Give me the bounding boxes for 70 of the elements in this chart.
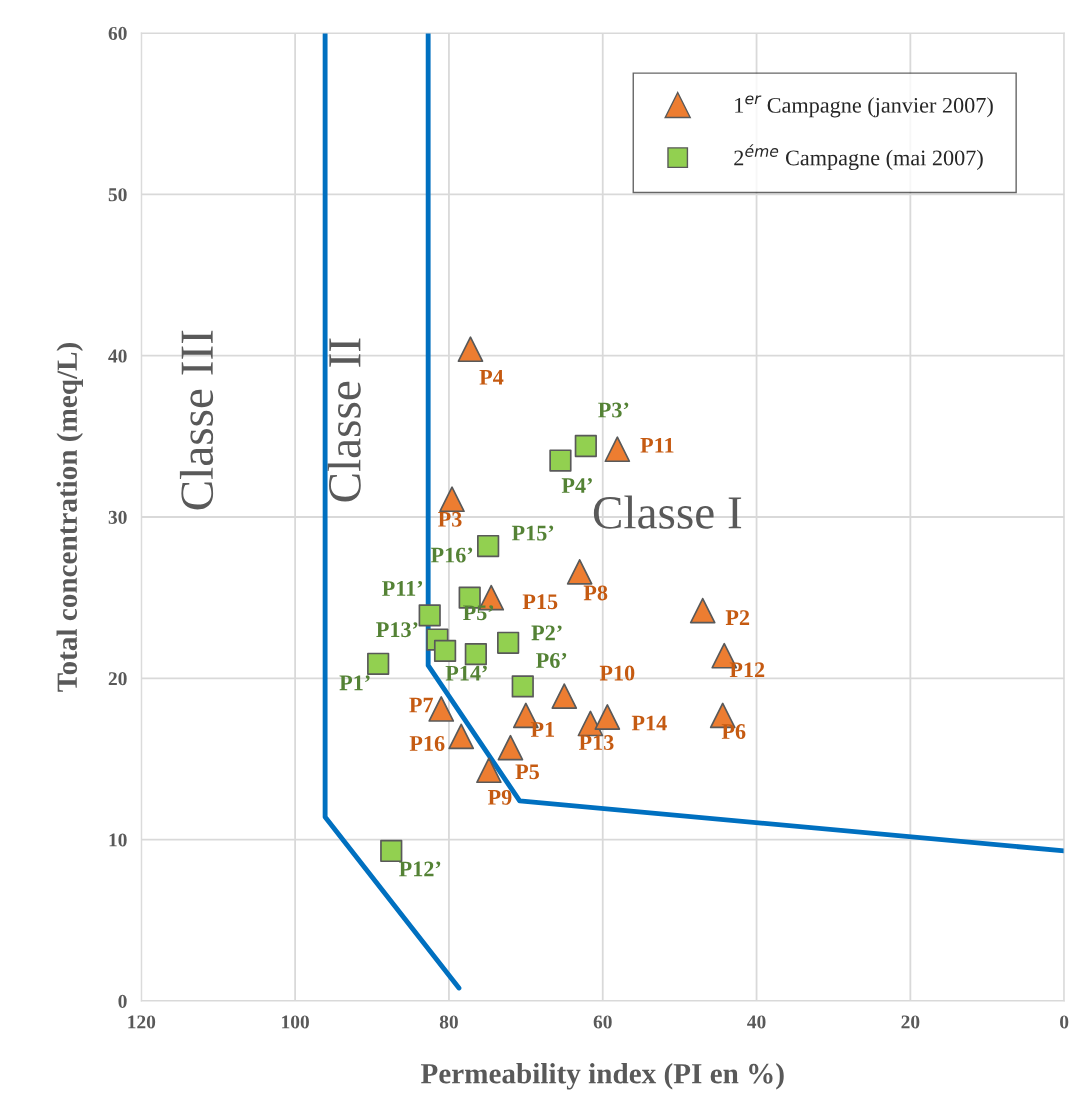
annotation: P15 [522,594,558,610]
annotation: P2 [725,610,750,625]
point [511,675,534,698]
x-tick-label: 60 [593,1015,612,1029]
annotation: P3 [438,511,462,527]
x-tick-label: 100 [282,1015,309,1029]
y-tick-label: 0 [118,994,127,1008]
annotation: P10 [599,665,635,681]
x-tick-label: 80 [439,1015,458,1029]
point [457,336,484,363]
point [497,734,524,761]
y-tick-label: 40 [108,349,127,363]
annotation: P11’ [382,580,423,596]
annotation: P13 [578,735,614,751]
annotation: P6’ [536,652,567,668]
annotation: Classe I [593,495,742,529]
annotation: P16 [409,736,445,751]
annotation: P4 [479,369,504,385]
y-tick-label: 30 [108,510,127,524]
point [418,604,441,627]
point [689,597,716,624]
x-tick-label: 40 [747,1015,766,1029]
point [577,710,604,737]
annotation: P14 [631,715,667,731]
point [477,534,500,558]
point [594,704,621,730]
point [574,434,597,458]
point [549,449,572,472]
annotation: P9 [487,789,512,805]
legend-label: 2$^{éme}$ Campagne (mai 2007) [734,144,983,171]
y-tick-label: 10 [109,833,127,847]
annotation: P5’ [463,605,494,621]
annotation: Classe II [327,338,361,502]
annotation: P6 [721,724,746,739]
y-axis-title: Total concentration (meq/L) [56,342,83,692]
annotation: P16’ [430,547,473,563]
annotation: P3’ [598,402,629,418]
legend-label: 1$^{er}$ Campagne (janvier 2007) [735,95,993,118]
point [448,723,475,750]
annotation: Classe III [179,330,214,510]
point [464,642,487,666]
point [439,486,465,513]
annotation: P12 [729,662,765,678]
annotation: P11 [640,437,674,453]
annotation: P13’ [376,622,418,638]
x-tick-label: 0 [1060,1015,1069,1029]
annotation: P1’ [339,675,370,691]
point [380,839,403,863]
annotation: P15’ [511,525,554,541]
annotation: P14’ [445,665,487,681]
y-tick-label: 20 [108,672,127,686]
annotation: P5 [515,764,539,780]
annotation: P1 [530,722,555,737]
y-tick-label: 60 [108,26,127,40]
point [497,631,520,654]
annotation: P12’ [399,861,441,877]
annotation: P4’ [561,478,592,493]
annotation: P2’ [531,625,562,641]
annotation: P7 [409,697,434,713]
y-tick-label: 50 [108,188,127,202]
x-axis-title: Permeability index (PI en %) [420,1063,784,1090]
point [476,757,502,784]
annotation: P8 [583,585,608,601]
point [604,436,631,463]
point [433,639,457,663]
point [367,652,390,675]
point [551,683,578,709]
point [566,558,593,585]
x-tick-label: 20 [901,1015,920,1029]
x-tick-label: 120 [128,1015,156,1029]
